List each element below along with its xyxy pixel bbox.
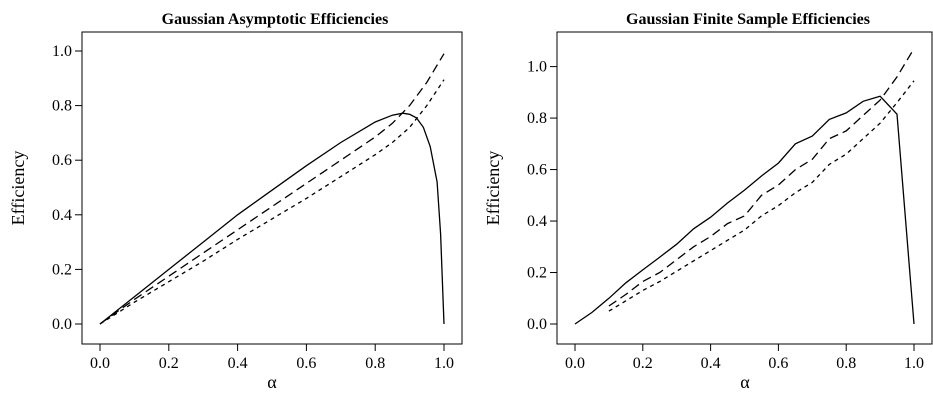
y-tick-label: 1.0 bbox=[52, 43, 72, 60]
chart-title: Gaussian Asymptotic Efficiencies bbox=[162, 11, 389, 28]
x-axis-label: α bbox=[267, 372, 277, 392]
y-tick-label: 0.4 bbox=[52, 207, 72, 224]
x-tick-label: 0.8 bbox=[365, 355, 385, 372]
x-tick-label: 0.4 bbox=[228, 355, 248, 372]
x-tick-label: 0.0 bbox=[90, 355, 110, 372]
x-tick-label: 0.4 bbox=[701, 355, 721, 372]
x-tick-label: 0.6 bbox=[768, 355, 788, 372]
series-line-short-dashed bbox=[608, 80, 915, 312]
series-line-long-dashed bbox=[608, 48, 915, 307]
y-tick-label: 0.2 bbox=[52, 261, 72, 278]
y-axis-label: Efficiency bbox=[8, 151, 28, 226]
y-tick-label: 1.0 bbox=[527, 59, 547, 76]
x-tick-label: 0.8 bbox=[836, 355, 856, 372]
y-tick-label: 0.6 bbox=[527, 162, 547, 179]
y-tick-label: 0.0 bbox=[52, 316, 72, 333]
x-tick-label: 1.0 bbox=[904, 355, 924, 372]
x-axis-label: α bbox=[740, 372, 750, 392]
y-tick-label: 0.2 bbox=[527, 265, 547, 282]
plot-frame bbox=[81, 31, 463, 345]
panel-finite-sample: Gaussian Finite Sample Efficiencies Effi… bbox=[483, 11, 933, 392]
y-tick-label: 0.8 bbox=[527, 110, 547, 127]
y-tick-label: 0.0 bbox=[527, 316, 547, 333]
x-tick-label: 0.0 bbox=[565, 355, 585, 372]
x-tick-label: 0.6 bbox=[296, 355, 316, 372]
x-tick-label: 0.2 bbox=[159, 355, 179, 372]
panel-asymptotic: Gaussian Asymptotic Efficiencies Efficie… bbox=[8, 11, 463, 392]
x-tick-label: 0.2 bbox=[633, 355, 653, 372]
y-tick-label: 0.6 bbox=[52, 152, 72, 169]
chart-title: Gaussian Finite Sample Efficiencies bbox=[626, 11, 870, 28]
series-line-long-dashed bbox=[99, 53, 445, 325]
plot-frame bbox=[556, 31, 933, 345]
y-axis-label: Efficiency bbox=[483, 151, 503, 226]
series-line-solid bbox=[99, 112, 445, 325]
series-line-solid bbox=[574, 95, 915, 325]
y-tick-label: 0.4 bbox=[527, 213, 547, 230]
series-line-short-dashed bbox=[99, 79, 445, 325]
y-tick-label: 0.8 bbox=[52, 98, 72, 115]
x-tick-label: 1.0 bbox=[434, 355, 454, 372]
